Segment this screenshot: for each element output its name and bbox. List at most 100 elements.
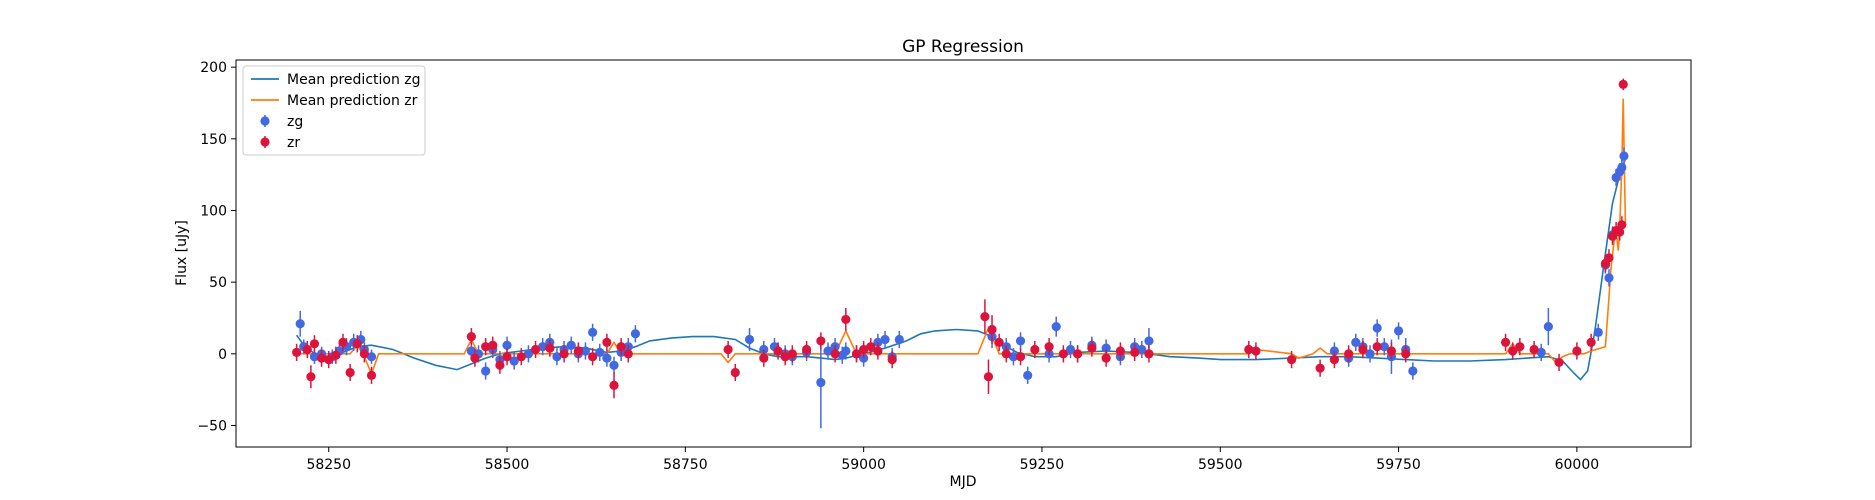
data-point [759,353,769,363]
data-point [1101,343,1111,353]
data-point [588,352,598,362]
data-point [466,332,476,342]
legend: Mean prediction zg Mean prediction zr zg zr [242,65,426,156]
data-point [552,352,562,362]
y-axis: −50 0 50 100 150 200 [197,60,236,435]
series-zr [292,78,1628,399]
data-point [470,353,480,363]
data-point [787,349,797,359]
data-point [887,354,897,365]
plot-frame [235,59,1692,448]
data-point [780,352,790,362]
data-point [841,346,851,356]
data-point [1144,349,1154,359]
data-point [880,334,890,345]
data-point [1619,151,1629,161]
data-point [352,339,362,349]
data-point [1543,322,1553,332]
data-point [1500,337,1511,347]
data-point [359,349,369,359]
data-point [523,349,534,359]
data-point [502,340,512,350]
legend-label: Mean prediction zr [287,93,418,109]
x-axis-label: MJD [950,474,977,490]
data-point [1001,349,1011,359]
data-point [502,352,512,362]
plot-area [292,78,1629,429]
data-point [1572,346,1582,356]
data-point [538,342,548,352]
data-point [1617,220,1627,230]
series-zg [295,147,1629,429]
legend-label: Mean prediction zg [287,72,421,88]
data-point [1372,323,1382,333]
y-axis-label: Flux [uJy] [174,220,190,286]
data-point [466,346,476,356]
data-point [1393,326,1404,336]
data-point [1604,253,1614,263]
data-point [623,349,633,359]
data-point [488,340,498,350]
data-point [987,324,997,335]
data-point [1372,342,1382,352]
data-point [1386,346,1397,356]
data-point [559,349,569,359]
data-point [573,346,583,356]
line-mean-prediction-zg [295,158,1627,381]
data-point [1101,353,1111,363]
legend-point-swatch [260,116,270,126]
data-point [1401,349,1411,359]
data-point [730,367,740,378]
data-point [609,360,619,370]
data-point [1617,162,1627,173]
x-tick-label: 58750 [663,457,708,473]
x-tick-label: 59250 [1020,457,1065,473]
y-tick-label: 150 [200,132,227,148]
data-point [1593,327,1603,337]
data-point [292,347,302,357]
data-point [580,346,591,356]
data-point [602,337,612,347]
data-point [1358,344,1368,355]
legend-label: zr [287,135,300,151]
y-tick-label: 0 [218,347,227,363]
data-point [1030,344,1040,355]
data-point [1023,370,1033,380]
data-point [1065,344,1076,355]
data-point [338,337,348,347]
data-point [1344,349,1354,359]
data-point [1379,342,1389,352]
data-point [1051,322,1061,332]
data-point [773,346,783,356]
data-point [1536,347,1546,357]
data-point [801,344,812,355]
y-tick-label: 50 [209,275,227,291]
data-point [1554,357,1564,368]
data-point [302,344,312,355]
data-point [1087,343,1097,353]
data-point [866,342,876,352]
data-point [1115,346,1126,356]
data-point [1137,344,1147,355]
legend-label: zg [287,114,303,130]
data-point [595,347,605,357]
x-axis: 58250 58500 58750 59000 59250 59500 59750 60000 [306,447,1599,473]
x-tick-label: 59750 [1376,457,1421,473]
line-mean-prediction-zr [293,98,1627,377]
y-tick-label: −50 [197,419,227,435]
data-point [1351,337,1361,347]
data-point [1015,352,1026,362]
data-point [723,344,733,355]
data-point [1586,337,1596,347]
data-point [830,349,840,359]
data-point [1058,349,1068,359]
data-point [306,372,316,382]
data-point [1408,366,1418,376]
data-point [744,334,755,345]
data-point [816,377,826,388]
x-tick-label: 59500 [1198,457,1243,473]
y-tick-label: 200 [200,60,227,76]
data-point [1044,342,1054,352]
data-point [545,343,555,353]
data-point [495,360,505,370]
